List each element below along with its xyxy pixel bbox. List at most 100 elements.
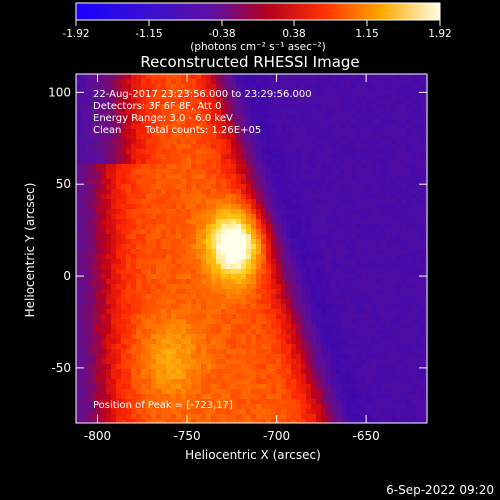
- heatmap-cell: [381, 329, 387, 335]
- heatmap-cell: [291, 419, 297, 423]
- heatmap-cell: [171, 179, 177, 185]
- heatmap-cell: [226, 139, 232, 145]
- heatmap-cell: [101, 79, 107, 85]
- heatmap-cell: [251, 144, 257, 150]
- heatmap-cell: [376, 329, 382, 335]
- heatmap-cell: [306, 339, 312, 345]
- heatmap-cell: [206, 119, 212, 125]
- heatmap-cell: [296, 344, 302, 350]
- heatmap-cell: [216, 164, 222, 170]
- heatmap-cell: [256, 129, 262, 135]
- heatmap-cell: [346, 214, 352, 220]
- heatmap-cell: [376, 114, 382, 120]
- heatmap-cell: [286, 329, 292, 335]
- heatmap-cell: [136, 414, 142, 420]
- heatmap-cell: [346, 224, 352, 230]
- heatmap-cell: [116, 254, 122, 260]
- heatmap-cell: [131, 359, 137, 365]
- heatmap-cell: [246, 339, 252, 345]
- heatmap-cell: [196, 259, 202, 265]
- heatmap-cell: [141, 139, 147, 145]
- heatmap-cell: [136, 374, 142, 380]
- heatmap-cell: [266, 339, 272, 345]
- heatmap-cell: [316, 94, 322, 100]
- heatmap-cell: [331, 99, 337, 105]
- heatmap-cell: [296, 239, 302, 245]
- heatmap-cell: [346, 414, 352, 420]
- heatmap-cell: [251, 369, 257, 375]
- heatmap-cell: [306, 239, 312, 245]
- heatmap-cell: [296, 159, 302, 165]
- heatmap-cell: [396, 109, 402, 115]
- heatmap-cell: [396, 209, 402, 215]
- heatmap-cell: [376, 344, 382, 350]
- heatmap-cell: [91, 339, 97, 345]
- heatmap-cell: [111, 134, 117, 140]
- heatmap-cell: [76, 79, 82, 85]
- heatmap-cell: [156, 99, 162, 105]
- heatmap-cell: [216, 209, 222, 215]
- heatmap-cell: [281, 419, 287, 423]
- heatmap-cell: [341, 319, 347, 325]
- heatmap-cell: [336, 359, 342, 365]
- heatmap-cell: [131, 159, 137, 165]
- heatmap-cell: [146, 179, 152, 185]
- heatmap-cell: [281, 259, 287, 265]
- heatmap-cell: [151, 414, 157, 420]
- heatmap-cell: [356, 279, 362, 285]
- heatmap-cell: [256, 344, 262, 350]
- heatmap-cell: [96, 329, 102, 335]
- heatmap-cell: [346, 74, 352, 80]
- heatmap-cell: [96, 349, 102, 355]
- heatmap-cell: [146, 109, 152, 115]
- heatmap-cell: [216, 204, 222, 210]
- heatmap-cell: [366, 374, 372, 380]
- heatmap-cell: [246, 329, 252, 335]
- heatmap-cell: [276, 144, 282, 150]
- heatmap-cell: [101, 349, 107, 355]
- heatmap-cell: [96, 94, 102, 100]
- heatmap-cell: [111, 139, 117, 145]
- heatmap-cell: [311, 384, 317, 390]
- heatmap-cell: [406, 414, 412, 420]
- heatmap-cell: [381, 374, 387, 380]
- heatmap-cell: [266, 154, 272, 160]
- heatmap-cell: [161, 384, 167, 390]
- heatmap-cell: [326, 184, 332, 190]
- heatmap-cell: [291, 384, 297, 390]
- heatmap-cell: [336, 144, 342, 150]
- heatmap-cell: [336, 169, 342, 175]
- heatmap-cell: [416, 119, 422, 125]
- heatmap-cell: [196, 354, 202, 360]
- heatmap-cell: [131, 189, 137, 195]
- heatmap-cell: [271, 159, 277, 165]
- heatmap-cell: [376, 384, 382, 390]
- heatmap-cell: [366, 124, 372, 130]
- heatmap-cell: [286, 374, 292, 380]
- heatmap-cell: [201, 74, 207, 80]
- heatmap-cell: [186, 389, 192, 395]
- heatmap-cell: [176, 304, 182, 310]
- heatmap-cell: [286, 419, 292, 423]
- heatmap-cell: [386, 404, 392, 410]
- heatmap-cell: [161, 339, 167, 345]
- heatmap-cell: [116, 394, 122, 400]
- heatmap-cell: [381, 209, 387, 215]
- heatmap-cell: [416, 89, 422, 95]
- heatmap-cell: [316, 379, 322, 385]
- heatmap-cell: [396, 184, 402, 190]
- heatmap-cell: [261, 394, 267, 400]
- heatmap-cell: [411, 224, 417, 230]
- heatmap-cell: [266, 164, 272, 170]
- heatmap-cell: [156, 269, 162, 275]
- heatmap-cell: [171, 249, 177, 255]
- heatmap-cell: [331, 414, 337, 420]
- heatmap-cell: [231, 414, 237, 420]
- heatmap-cell: [91, 254, 97, 260]
- heatmap-cell: [331, 174, 337, 180]
- heatmap-cell: [276, 229, 282, 235]
- heatmap-cell: [121, 74, 127, 80]
- heatmap-cell: [91, 204, 97, 210]
- heatmap-cell: [116, 349, 122, 355]
- heatmap-cell: [76, 89, 82, 95]
